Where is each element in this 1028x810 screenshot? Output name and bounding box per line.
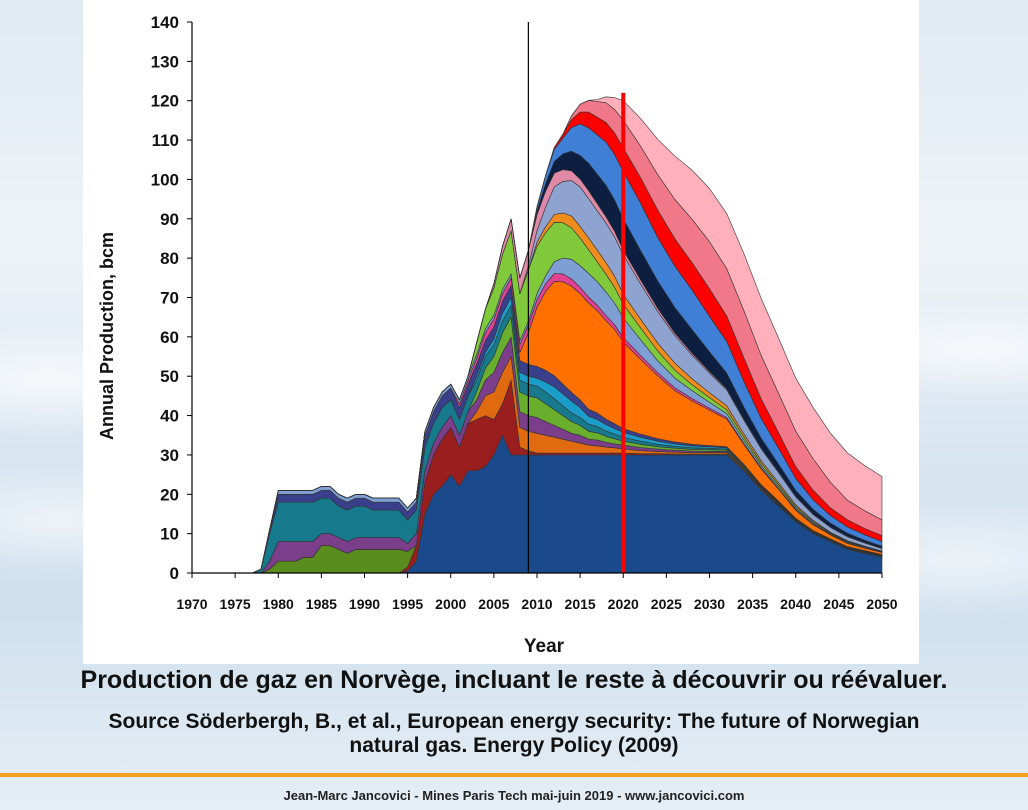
y-tick-label: 40 <box>160 407 179 426</box>
y-tick-label: 70 <box>160 289 179 308</box>
y-tick-label: 90 <box>160 210 179 229</box>
x-tick-label: 2015 <box>565 596 596 612</box>
y-axis-label: Annual Production, bcm <box>97 232 117 440</box>
x-tick-label: 2020 <box>608 596 639 612</box>
y-tick-label: 140 <box>151 13 179 32</box>
x-tick-label: 1985 <box>306 596 337 612</box>
y-tick-label: 120 <box>151 92 179 111</box>
y-tick-label: 110 <box>152 131 179 150</box>
caption-source: Source Söderbergh, B., et al., European … <box>0 710 1028 758</box>
x-tick-label: 1980 <box>263 596 294 612</box>
caption-source-line1: Source Söderbergh, B., et al., European … <box>108 710 920 733</box>
caption-main: Production de gaz en Norvège, incluant l… <box>80 666 948 694</box>
chart-panel: 0 10 20 30 40 50 60 70 80 90 100 110 120 130 140 1970 19… <box>83 0 919 664</box>
area-series-21 <box>191 96 883 574</box>
x-tick-label: 2000 <box>435 596 466 612</box>
x-tick-label: 2025 <box>651 596 682 612</box>
x-tick-label: 2035 <box>737 596 768 612</box>
footer-divider <box>0 773 1028 777</box>
x-tick-label: 2040 <box>780 596 811 612</box>
x-tick-label: 2045 <box>823 596 854 612</box>
caption-source-line2: natural gas. Energy Policy (2009) <box>349 734 679 757</box>
x-tick-label: 2010 <box>521 596 552 612</box>
x-tick-label: 2030 <box>694 596 725 612</box>
y-tick-label: 80 <box>160 249 179 268</box>
y-tick-label: 50 <box>160 367 179 386</box>
y-tick-label: 0 <box>170 564 179 583</box>
footer-credit: Jean-Marc Jancovici - Mines Paris Tech m… <box>283 788 745 803</box>
y-tick-label: 100 <box>151 170 179 189</box>
x-tick-label: 2005 <box>478 596 509 612</box>
x-tick-label: 1995 <box>392 596 423 612</box>
x-tick-label: 2050 <box>866 596 897 612</box>
y-tick-label: 10 <box>160 525 179 544</box>
area-series-group <box>191 96 883 574</box>
x-tick-label: 1970 <box>176 596 207 612</box>
x-axis-label: Year <box>524 636 565 657</box>
y-tick-label: 30 <box>160 446 179 465</box>
x-tick-label: 1975 <box>220 596 251 612</box>
y-tick-label: 20 <box>160 485 179 504</box>
y-tick-label: 130 <box>151 52 179 71</box>
x-tick-label: 1990 <box>349 596 380 612</box>
y-tick-label: 60 <box>160 328 179 347</box>
vertical-markers <box>527 22 626 573</box>
